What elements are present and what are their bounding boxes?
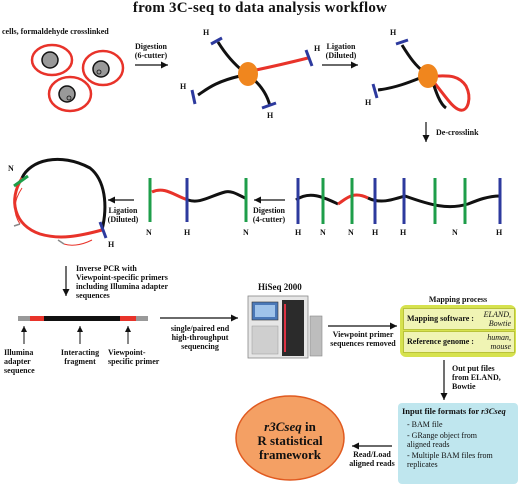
- ligation-mid-label: Ligation (Diluted): [107, 206, 139, 224]
- interacting-fragment-label: Interacting fragment: [60, 348, 100, 366]
- circular-product: [13, 157, 108, 246]
- h-label: H: [267, 111, 274, 120]
- reference-genome-row: Reference genome : human, mouse: [403, 331, 515, 353]
- primer-removed-label: Viewpoint primer sequences removed: [330, 330, 396, 348]
- reference-genome-value: human, mouse: [487, 333, 511, 351]
- input-format-item: replicates: [407, 460, 438, 469]
- crosslinked-cells: [30, 43, 125, 113]
- h-label: H: [180, 82, 187, 91]
- sequencing-label: single/paired end high-throughput sequenci…: [170, 324, 230, 351]
- input-format-item: aligned reads: [407, 440, 450, 449]
- n-label: N: [348, 228, 354, 237]
- linear-dna: [295, 178, 502, 224]
- input-format-item: - BAM file: [407, 420, 443, 429]
- n-label: N: [452, 228, 458, 237]
- r-framework-oval: [235, 395, 345, 481]
- viewpoint-primer-label: Viewpoint-specific primer: [108, 348, 160, 366]
- decrosslink-label: De-crosslink: [436, 128, 479, 137]
- reference-genome-key: Reference genome :: [407, 337, 474, 346]
- h-label: H: [496, 228, 503, 237]
- h-label: H: [108, 240, 115, 249]
- h-label: H: [372, 228, 379, 237]
- h-label: H: [400, 228, 407, 237]
- h-label: H: [314, 44, 321, 53]
- h-label: H: [390, 28, 397, 37]
- n-label: N: [146, 228, 152, 237]
- mapping-process-title: Mapping process: [428, 295, 488, 304]
- hiseq-sequencer: [247, 295, 323, 359]
- page-title: from 3C-seq to data analysis workflow: [132, 0, 388, 16]
- n-label: N: [320, 228, 326, 237]
- digestion-6-label: Digestion (6-cutter): [134, 42, 168, 60]
- mapping-software-row: Mapping software : ELAND, Bowtie: [403, 308, 515, 330]
- h-label: H: [203, 28, 210, 37]
- n-label: N: [243, 228, 249, 237]
- h-label: H: [365, 98, 372, 107]
- ligated-chromatin: [371, 38, 471, 112]
- cells-label: cells, formaldehyde crosslinked: [2, 27, 109, 36]
- output-files-label: Out put files from ELAND, Bowtie: [452, 364, 501, 391]
- digested-fragments: [148, 178, 248, 222]
- mapping-software-value: ELAND, Bowtie: [483, 310, 511, 328]
- ligation-top-label: Ligation (Diluted): [325, 42, 357, 60]
- input-format-item: - Multiple BAM files from: [407, 451, 493, 460]
- hiseq-label: HiSeq 2000: [258, 282, 302, 292]
- inverse-pcr-label: Inverse PCR with Viewpoint-specific prime…: [76, 264, 169, 300]
- h-label: H: [184, 228, 191, 237]
- r-framework-label: r3Cseq in R statistical framework: [257, 419, 323, 462]
- digested-chromatin: [190, 36, 314, 110]
- pcr-product: [18, 316, 148, 344]
- input-formats-title: Input file formats for r3Cseq: [402, 406, 506, 416]
- read-load-label: Read/Load aligned reads: [349, 450, 395, 468]
- digestion-4-label: Digestion (4-cutter): [252, 206, 286, 224]
- illumina-adapter-label: Illumina adapter sequence: [4, 348, 35, 375]
- input-format-item: - GRange object from: [407, 431, 477, 440]
- h-label: H: [295, 228, 302, 237]
- n-label: N: [8, 164, 14, 173]
- input-formats-box: [398, 403, 518, 484]
- mapping-software-key: Mapping software :: [407, 314, 474, 323]
